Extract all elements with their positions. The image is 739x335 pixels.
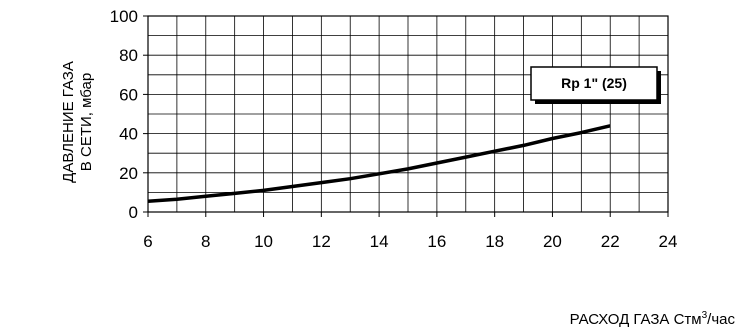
y-axis-title: ДАВЛЕНИЕ ГАЗА В СЕТИ, мбар (60, 61, 95, 183)
x-tick-label: 6 (143, 232, 152, 251)
y-tick-label: 80 (119, 46, 138, 65)
x-tick-label: 16 (427, 232, 446, 251)
x-tick-label: 24 (659, 232, 678, 251)
y-tick-label: 60 (119, 85, 138, 104)
series-line (147, 124, 611, 203)
legend-label: Rp 1" (25) (561, 75, 627, 91)
series-layer (147, 124, 611, 203)
plot-frame (147, 15, 669, 213)
x-tick-label: 18 (485, 232, 504, 251)
x-tick-label: 20 (543, 232, 562, 251)
x-tick-label: 12 (312, 232, 331, 251)
plot-border (147, 15, 669, 213)
legend: Rp 1" (25) (530, 66, 661, 104)
x-axis-title-superscript: 3 (701, 310, 708, 321)
y-tick-label: 40 (119, 125, 138, 144)
legend-box (530, 66, 658, 101)
x-axis-title: РАСХОД ГАЗА Стм3/час (530, 310, 735, 328)
x-axis-title-main: РАСХОД ГАЗА Стм (569, 311, 702, 328)
y-axis-title-line-1: ДАВЛЕНИЕ ГАЗА (60, 61, 77, 183)
y-tick-label: 0 (129, 203, 138, 222)
y-axis-title-line-2: В СЕТИ, мбар (78, 73, 95, 171)
grid-lines (147, 15, 669, 213)
y-tick-label: 20 (119, 164, 138, 183)
x-axis-title-tail: /час (707, 311, 735, 328)
y-tick-label: 100 (110, 7, 138, 26)
x-tick-label: 8 (201, 232, 210, 251)
x-tick-label: 14 (370, 232, 389, 251)
y-axis-ticks: 0 20 40 60 80 100 (110, 7, 148, 222)
x-tick-label: 10 (254, 232, 273, 251)
x-tick-label: 22 (601, 232, 620, 251)
x-axis-ticks: 6 8 10 12 14 16 18 20 22 24 (143, 212, 677, 251)
